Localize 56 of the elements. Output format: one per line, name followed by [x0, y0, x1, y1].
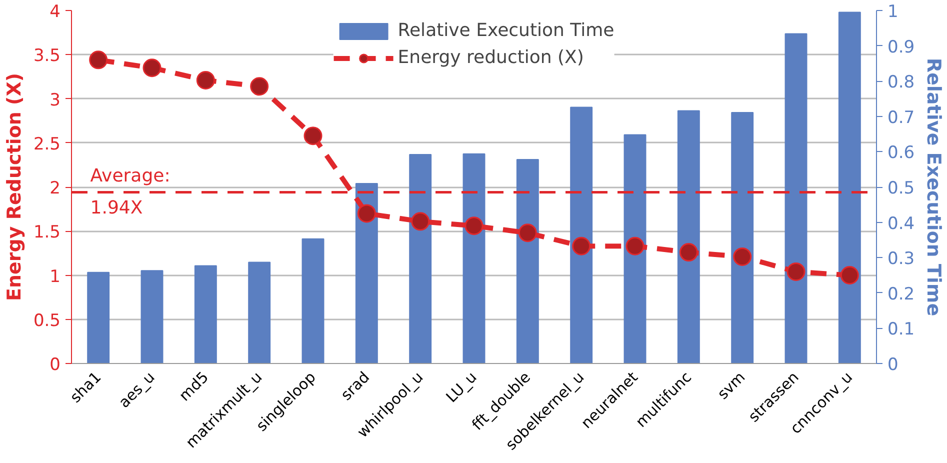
y2-tick-label: 0.7: [888, 108, 915, 128]
y-tick-label: 2: [50, 178, 61, 198]
y2-tick-label: 0.5: [888, 178, 915, 198]
bar: [302, 238, 324, 364]
point: [411, 212, 430, 231]
bar: [624, 134, 646, 364]
bar: [462, 153, 486, 364]
x-tick-label: svm: [714, 368, 749, 403]
bar: [194, 265, 217, 364]
y2-tick-label: 0.6: [888, 143, 915, 164]
point: [357, 204, 376, 223]
bar: [731, 112, 754, 364]
y2-tick-label: 0.8: [888, 72, 915, 93]
y2-tick-label: 1: [888, 2, 898, 22]
y-tick-label: 3: [50, 90, 61, 110]
y-tick-label: 2.5: [33, 134, 61, 154]
legend-label: Energy reduction (X): [398, 47, 584, 68]
bar: [838, 12, 861, 364]
bar: [677, 110, 700, 364]
ref-line-label: Average: 1.94X: [90, 165, 170, 218]
point: [786, 262, 806, 281]
bar: [355, 182, 378, 364]
y-tick-label: 3.5: [33, 46, 61, 66]
point: [89, 50, 108, 70]
point: [196, 70, 215, 90]
bar: [409, 154, 432, 364]
y2-tick-label: 0: [888, 355, 898, 375]
point: [250, 77, 269, 96]
bar: [87, 272, 110, 364]
y2-tick-label: 0.4: [888, 214, 915, 234]
y2-axis-title: Relative Execution Time: [922, 58, 945, 316]
y-tick-label: 1.5: [33, 222, 61, 243]
bar: [570, 106, 593, 364]
y-tick-label: 1: [50, 266, 61, 287]
bar: [784, 33, 808, 364]
point: [679, 243, 698, 262]
bar: [140, 270, 164, 364]
bar: [516, 158, 539, 364]
point: [626, 236, 644, 256]
y2-tick-label: 0.1: [888, 320, 915, 340]
legend-label: Relative Execution Time: [398, 20, 614, 41]
point: [304, 126, 322, 146]
point: [464, 216, 484, 236]
y2-tick-label: 0.2: [888, 284, 915, 304]
point: [840, 266, 859, 284]
y2-tick-label: 0.3: [888, 249, 915, 270]
point: [733, 247, 752, 266]
y-tick-label: 4: [50, 2, 61, 22]
bar: [248, 262, 271, 364]
y-axis-title: Energy Reduction (X): [3, 72, 26, 302]
y-tick-label: 0: [50, 355, 61, 375]
point: [572, 236, 591, 256]
y2-tick-label: 0.9: [888, 37, 915, 58]
point: [142, 58, 162, 78]
point: [518, 224, 537, 242]
y-tick-label: 0.5: [33, 310, 61, 331]
